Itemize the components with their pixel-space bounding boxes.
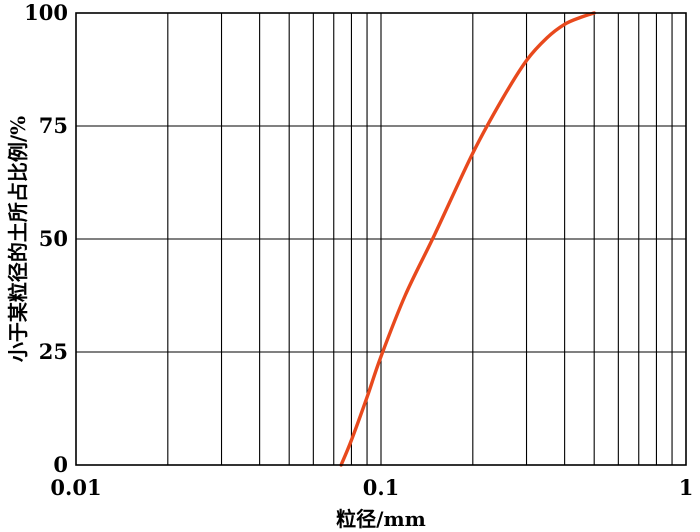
y-axis-label: 小于某粒径的土所占比例/% — [6, 116, 30, 362]
y-tick-label: 0 — [53, 452, 68, 477]
x-tick-label: 0.1 — [363, 475, 400, 500]
x-tick-label: 0.01 — [50, 475, 101, 500]
y-tick-label: 25 — [39, 339, 68, 364]
y-tick-label: 75 — [39, 113, 68, 138]
cumulative-curve — [339, 11, 596, 467]
x-axis-label: 粒径/mm — [336, 507, 426, 531]
grid — [76, 13, 686, 465]
y-tick-label: 100 — [24, 0, 68, 25]
tick-labels: 0 25 50 75 100 0.01 0.1 1 — [24, 0, 693, 500]
y-tick-label: 50 — [39, 226, 68, 251]
plot-frame — [75, 12, 687, 466]
x-tick-label: 1 — [679, 475, 694, 500]
series-layer — [339, 11, 596, 467]
